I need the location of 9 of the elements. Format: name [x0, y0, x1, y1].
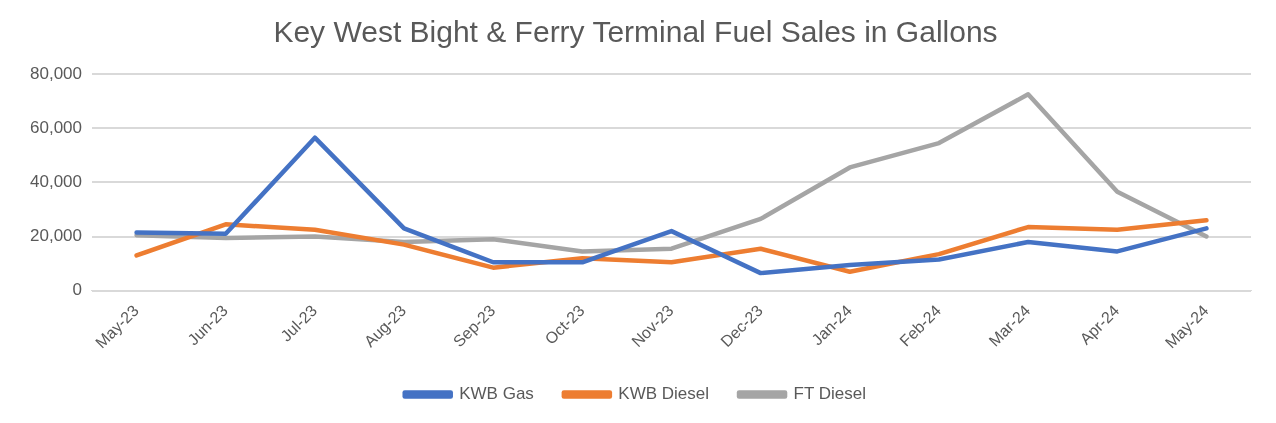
legend-label: KWB Diesel: [618, 384, 710, 404]
y-tick-label: 40,000: [30, 172, 82, 192]
y-tick-label: 80,000: [30, 63, 82, 83]
y-tick-label: 20,000: [30, 226, 82, 246]
legend-label: FT Diesel: [793, 384, 866, 404]
legend-label: KWB Gas: [459, 384, 534, 404]
y-tick-label: 60,000: [30, 117, 82, 137]
y-tick-label: 0: [72, 280, 82, 300]
chart-title: Key West Bight & Ferry Terminal Fuel Sales in Gallons: [273, 15, 998, 49]
